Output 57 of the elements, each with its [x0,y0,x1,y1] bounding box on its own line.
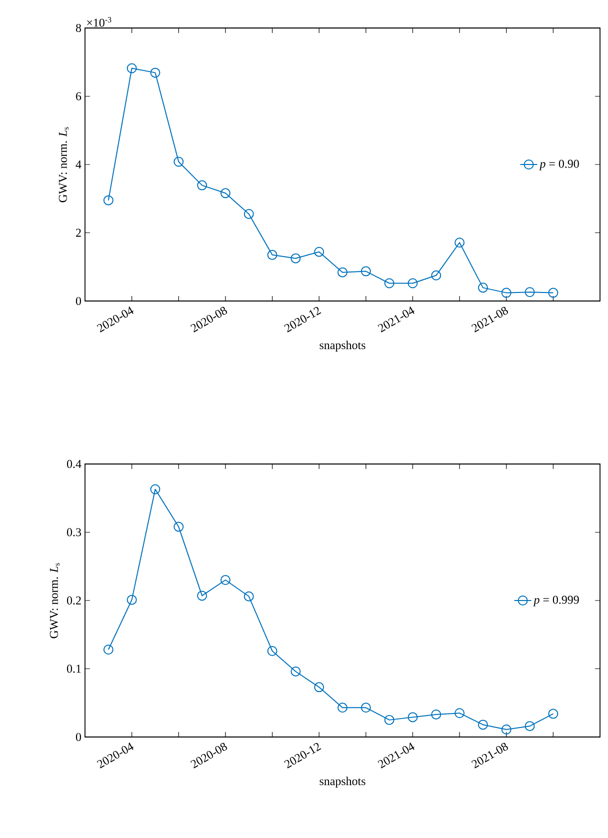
point [267,646,278,656]
y-axis-title: GWV: norm. L$_{s}$ [50,563,60,638]
point [290,666,301,676]
point [126,594,137,605]
y-tick-label: 4 [76,160,82,168]
y-tick-label: 8 [76,24,82,32]
y-tick-label: 2 [76,228,81,237]
point [408,712,418,722]
point [197,590,208,601]
text: ×10$^{-3}$ [87,17,112,27]
point [338,267,348,278]
point [220,575,230,586]
point [524,721,535,732]
point [314,246,324,257]
y-tick-label: 0.2 [66,596,81,605]
legend-label: p = 0.90 [539,160,579,170]
point [360,266,371,276]
y-tick-label: 0.4 [66,460,82,468]
point [454,708,465,718]
point [267,250,278,260]
point [244,208,254,219]
point [408,278,418,288]
point [103,644,114,655]
point [103,195,114,206]
point [174,522,184,532]
y-tick-label: 6 [76,92,82,100]
point [174,156,184,167]
point [220,188,230,198]
x-axis-title: snapshots [320,776,366,788]
point [314,682,324,692]
point [126,63,137,74]
point [431,270,442,280]
y-tick-label: 0 [76,296,82,306]
point [501,288,512,298]
point [524,287,535,298]
legend-label: p = 0.999 [533,596,579,606]
point [338,702,348,713]
point [454,238,465,248]
point [548,288,558,298]
point [290,253,301,264]
point [548,708,558,719]
point [431,709,442,720]
y-tick-label: 0 [76,732,82,742]
point [244,591,254,602]
x-axis-title: snapshots [320,340,366,352]
point [478,720,488,730]
point [478,282,488,293]
point [384,278,394,288]
point [501,724,512,734]
y-tick-label: 0.1 [66,664,81,673]
y-tick-label: 0.3 [66,528,82,536]
point [150,68,160,78]
y-axis-title: GWV: norm. L$_{s}$ [58,127,69,202]
point [360,702,371,713]
point [197,180,208,190]
point [384,714,394,725]
point [150,484,160,494]
